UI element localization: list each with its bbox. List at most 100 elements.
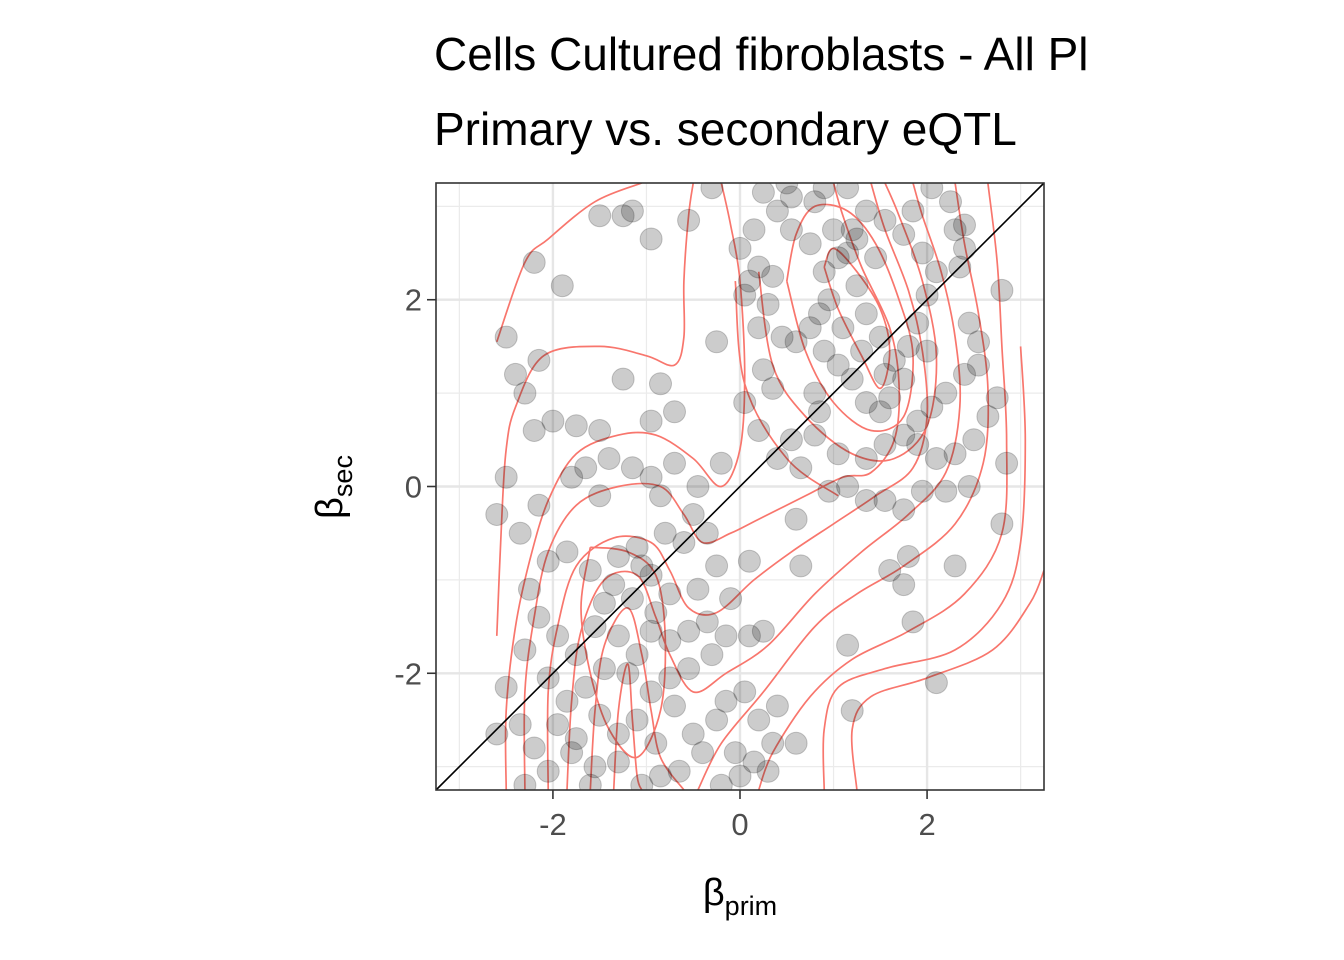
data-point [677,208,701,232]
plot-panel [435,182,1045,791]
density-contours [495,183,1044,790]
data-point [803,423,827,447]
data-point [906,311,930,335]
data-point [494,325,518,349]
data-point [934,479,958,503]
data-point [910,241,934,265]
data-point [663,694,686,718]
data-point [854,302,878,326]
data-point [873,362,897,386]
data-point [602,573,626,597]
density-contour-line [566,183,962,790]
data-point [705,708,729,732]
data-point [784,507,808,531]
data-point [742,218,766,242]
data-point [808,400,831,424]
data-point [663,451,686,475]
density-contour-line [757,183,938,462]
data-point [723,741,747,765]
data-point [686,475,710,498]
data-point [779,185,803,209]
data-point [976,405,1000,428]
density-contour-line [546,183,929,790]
data-point [747,708,771,732]
density-contour-line [757,183,1008,790]
chart-title: Cells Cultured fibroblasts - All Pl [434,28,1088,80]
data-point [695,610,719,634]
data-point [522,736,546,760]
y-tick-label: 2 [405,283,422,318]
data-point [508,521,532,545]
x-tick-label: 0 [731,807,748,842]
data-point [555,540,579,564]
data-point [620,587,644,611]
data-point [756,292,780,316]
data-point [798,232,822,256]
density-contour-line [504,183,746,790]
data-point [967,353,990,377]
density-contour-line [697,183,990,790]
data-point [620,199,644,223]
data-point [649,372,672,396]
data-point [560,741,584,765]
data-point [705,330,729,354]
data-point [597,447,621,470]
data-point [765,694,789,718]
data-point [826,246,850,270]
density-contour-line [495,183,643,343]
data-point [592,591,616,615]
data-point [564,727,588,751]
data-point [588,419,612,442]
data-point [705,554,729,578]
data-point [536,549,560,573]
data-point [588,703,612,727]
data-point [667,759,691,783]
data-point [882,348,906,372]
data-point [789,456,813,480]
data-point [700,643,724,667]
data-point [588,484,612,508]
data-point [817,288,841,312]
data-point [803,190,827,214]
data-point [747,419,771,442]
data-point [719,587,743,611]
data-point [583,755,607,779]
data-point [733,391,757,414]
data-point [485,722,509,746]
density-contour-line [823,247,891,390]
density-contour-line [822,346,1027,790]
data-point [733,283,757,307]
data-point [953,213,976,237]
x-tick-label: 2 [918,807,935,842]
data-point [611,367,635,391]
data-point [691,741,715,765]
data-point [924,260,948,284]
data-point [836,633,860,657]
data-point [494,675,518,699]
data-point [775,183,799,195]
data-point [663,400,686,424]
data-point [522,250,546,274]
data-point [943,554,967,578]
data-point [555,689,579,713]
data-point [939,190,962,214]
data-point [962,428,986,452]
data-point [644,601,668,625]
data-point [798,316,822,340]
data-point [896,545,920,568]
data-point [836,183,860,200]
data-point [751,183,775,204]
data-point [873,433,897,456]
data-point [756,759,780,783]
data-point [751,619,775,643]
data-point [681,722,705,746]
data-point [639,409,663,433]
data-point [906,433,930,456]
data-point [625,535,649,559]
data-point [709,451,733,475]
data-point [812,260,836,284]
data-point [649,764,672,788]
data-point [606,750,630,774]
data-point [854,391,878,414]
y-axis-ticks: -2 0 2 [394,283,436,691]
